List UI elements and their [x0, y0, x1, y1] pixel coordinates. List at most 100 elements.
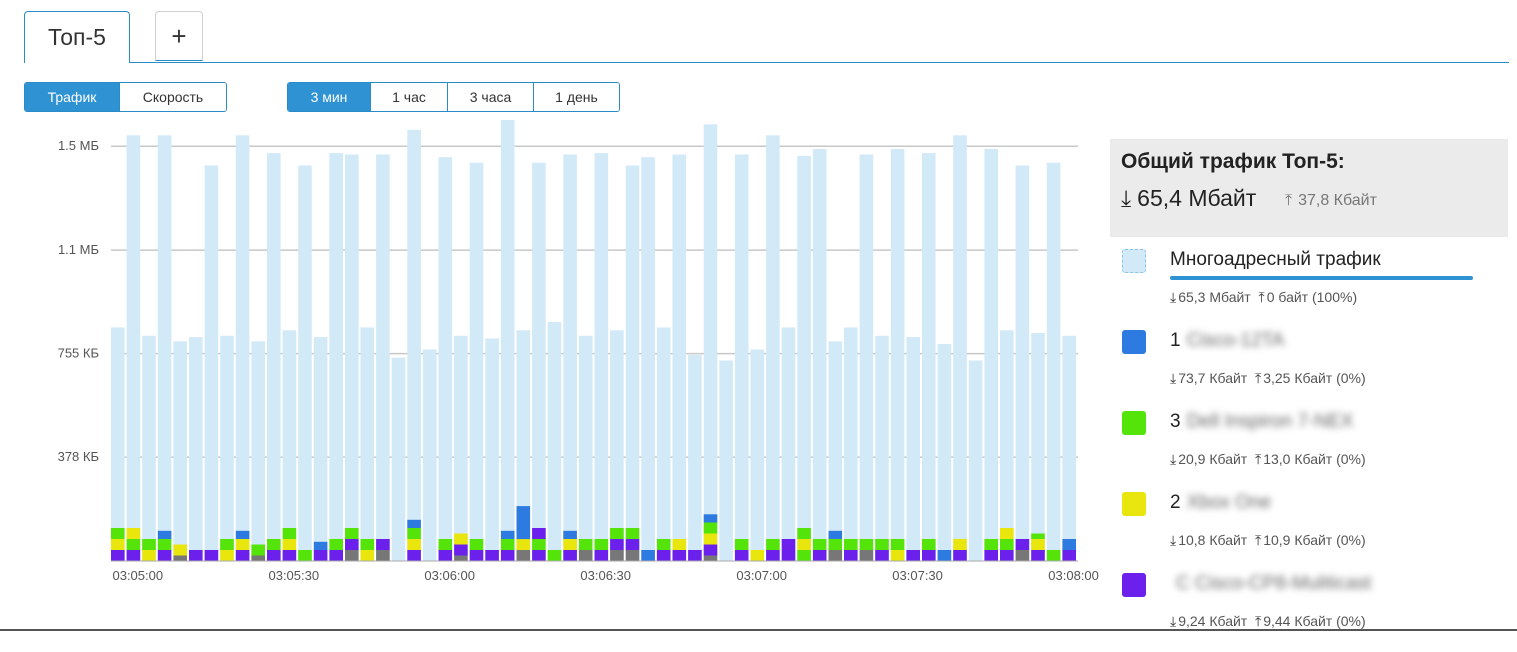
bar-segment-purple[interactable]: [563, 550, 577, 561]
bar-segment-green[interactable]: [734, 539, 749, 550]
bar-segment-gray[interactable]: [454, 555, 468, 562]
bar-multicast[interactable]: [547, 322, 562, 561]
bar-multicast[interactable]: [610, 330, 624, 561]
bar-multicast[interactable]: [267, 153, 281, 561]
bar-segment-purple[interactable]: [875, 550, 889, 561]
bar-multicast[interactable]: [906, 337, 920, 561]
bar-segment-purple[interactable]: [235, 550, 250, 561]
bar-segment-purple[interactable]: [984, 550, 998, 561]
bar-segment-yellow[interactable]: [563, 539, 577, 550]
bar-multicast[interactable]: [313, 337, 328, 561]
bar-segment-yellow[interactable]: [407, 539, 421, 550]
bar-segment-yellow[interactable]: [220, 550, 234, 561]
bar-multicast[interactable]: [111, 327, 125, 562]
bar-multicast[interactable]: [157, 135, 172, 562]
bar-multicast[interactable]: [422, 349, 437, 562]
bar-multicast[interactable]: [1046, 162, 1061, 561]
bar-segment-purple[interactable]: [204, 550, 219, 561]
bar-segment-green[interactable]: [1031, 533, 1045, 540]
bar-segment-green[interactable]: [111, 528, 125, 539]
legend-item[interactable]: Многоадресный трафик ⤓ 65,3 Мбайт ⤒ 0 байт …: [1120, 247, 1500, 328]
range-1hour-button[interactable]: 1 час: [370, 83, 447, 111]
bar-multicast[interactable]: [142, 335, 156, 561]
bar-segment-yellow[interactable]: [703, 533, 718, 545]
bar-segment-purple[interactable]: [1000, 550, 1014, 561]
bar-segment-purple[interactable]: [267, 550, 281, 561]
bar-segment-green[interactable]: [859, 539, 874, 550]
bar-multicast[interactable]: [828, 341, 843, 561]
bar-segment-gray[interactable]: [1015, 550, 1030, 561]
bar-segment-yellow[interactable]: [1031, 539, 1045, 550]
bar-multicast[interactable]: [781, 327, 796, 562]
bar-segment-purple[interactable]: [157, 550, 172, 561]
bar-segment-yellow[interactable]: [454, 533, 468, 545]
bar-multicast[interactable]: [189, 337, 203, 561]
bar-segment-blue[interactable]: [937, 550, 952, 561]
bar-segment-green[interactable]: [594, 539, 609, 550]
bar-segment-purple[interactable]: [532, 550, 546, 561]
bar-segment-green[interactable]: [547, 550, 562, 561]
bar-multicast[interactable]: [532, 162, 546, 561]
bar-segment-yellow[interactable]: [953, 539, 967, 550]
bar-segment-blue[interactable]: [313, 541, 328, 550]
bar-multicast[interactable]: [922, 153, 936, 561]
bar-segment-purple[interactable]: [282, 550, 297, 561]
bar-segment-purple[interactable]: [1031, 550, 1045, 561]
bar-multicast[interactable]: [641, 157, 655, 561]
bar-segment-purple[interactable]: [313, 550, 328, 561]
bar-multicast[interactable]: [173, 341, 187, 561]
bar-segment-purple[interactable]: [953, 550, 967, 561]
bar-segment-purple[interactable]: [454, 544, 468, 556]
bar-segment-green[interactable]: [469, 539, 484, 550]
range-3min-button[interactable]: 3 мин: [288, 83, 370, 111]
bar-segment-blue[interactable]: [1062, 539, 1076, 550]
bar-segment-purple[interactable]: [1015, 539, 1030, 550]
bar-segment-blue[interactable]: [516, 506, 531, 540]
bar-segment-green[interactable]: [360, 539, 375, 550]
bar-segment-blue[interactable]: [235, 530, 250, 539]
bar-multicast[interactable]: [485, 338, 499, 562]
bar-multicast[interactable]: [1031, 333, 1045, 561]
bar-segment-purple[interactable]: [703, 544, 718, 556]
bar-multicast[interactable]: [516, 330, 531, 561]
bar-multicast[interactable]: [469, 162, 484, 561]
bar-multicast[interactable]: [890, 149, 905, 561]
bar-segment-gray[interactable]: [516, 550, 531, 561]
bar-segment-blue[interactable]: [500, 530, 515, 539]
bar-segment-yellow[interactable]: [1000, 528, 1014, 539]
bar-segment-blue[interactable]: [703, 514, 718, 523]
bar-multicast[interactable]: [937, 344, 952, 561]
bar-multicast[interactable]: [298, 165, 312, 562]
bar-segment-purple[interactable]: [376, 539, 390, 550]
bar-segment-green[interactable]: [267, 539, 281, 550]
bar-segment-yellow[interactable]: [516, 539, 531, 550]
bar-segment-green[interactable]: [407, 528, 421, 539]
bar-segment-blue[interactable]: [828, 530, 843, 539]
bar-segment-green[interactable]: [438, 539, 453, 550]
bar-multicast[interactable]: [220, 335, 234, 561]
bar-segment-yellow[interactable]: [797, 539, 811, 550]
bar-multicast[interactable]: [968, 360, 983, 562]
bar-segment-purple[interactable]: [438, 550, 453, 561]
bar-segment-green[interactable]: [610, 528, 624, 539]
bar-segment-gray[interactable]: [376, 550, 390, 561]
bar-segment-purple[interactable]: [781, 550, 796, 561]
bar-segment-green[interactable]: [142, 539, 156, 550]
bar-multicast[interactable]: [625, 165, 640, 562]
bar-multicast[interactable]: [345, 154, 359, 562]
bar-segment-green[interactable]: [828, 539, 843, 550]
bar-multicast[interactable]: [1062, 335, 1076, 561]
bar-multicast[interactable]: [984, 149, 998, 561]
bar-multicast[interactable]: [438, 157, 453, 561]
bar-multicast[interactable]: [391, 357, 406, 561]
bar-segment-green[interactable]: [797, 550, 811, 561]
bar-segment-green[interactable]: [875, 539, 889, 550]
bar-segment-purple[interactable]: [766, 550, 780, 561]
tab-top5[interactable]: Топ-5: [24, 11, 130, 63]
bar-segment-green[interactable]: [890, 539, 905, 550]
bar-segment-gray[interactable]: [828, 550, 843, 561]
bar-segment-green[interactable]: [656, 539, 671, 550]
bar-multicast[interactable]: [578, 335, 593, 561]
bar-segment-yellow[interactable]: [126, 528, 141, 539]
bar-segment-purple[interactable]: [688, 550, 702, 561]
